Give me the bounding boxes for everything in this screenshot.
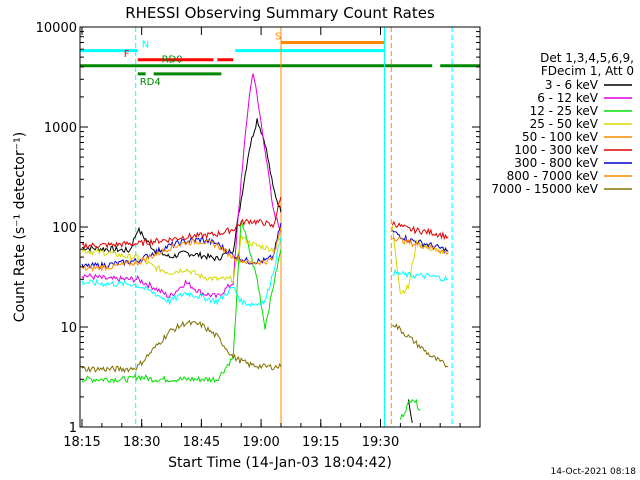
series-line (81, 220, 282, 384)
series-line (391, 225, 449, 295)
series-line (81, 236, 282, 308)
series-line (399, 398, 421, 420)
series-line (391, 220, 449, 241)
x-tick-label: 19:00 (242, 435, 279, 450)
flag-label: F (124, 49, 130, 60)
legend-label: 300 - 800 keV (514, 156, 598, 170)
x-tick-label: 19:30 (362, 435, 399, 450)
timestamp: 14-Oct-2021 08:18 (551, 467, 637, 477)
series-line (392, 323, 449, 368)
flag-label: RD4 (140, 77, 161, 88)
legend-header: Det 1,3,4,5,6,9, (540, 51, 634, 65)
legend-label: 50 - 100 keV (522, 130, 599, 144)
x-tick-label: 18:45 (183, 435, 220, 450)
series-line (392, 268, 449, 282)
legend-label: 3 - 6 keV (545, 78, 599, 92)
series-line (81, 234, 282, 284)
series-line (81, 319, 282, 374)
y-axis-ticks: 1 10 100 1000 10000 (36, 21, 480, 436)
x-tick-label: 18:30 (123, 435, 160, 450)
legend-label: 7000 - 15000 keV (491, 182, 598, 196)
y-tick-label: 1000 (44, 121, 77, 136)
series-line (407, 399, 413, 423)
y-tick-label: 10000 (36, 21, 77, 36)
flag-label: N (142, 40, 149, 51)
y-axis-label: Count Rate (s⁻¹ detector⁻¹) (12, 132, 28, 322)
legend-label: 25 - 50 keV (530, 117, 599, 131)
y-tick-label: 1 (69, 421, 77, 436)
legend-header: FDecim 1, Att 0 (541, 64, 634, 78)
series-line (81, 196, 282, 250)
legend-label: 100 - 300 keV (514, 143, 598, 157)
x-tick-label: 18:15 (63, 435, 100, 450)
x-axis-ticks: 18:15 18:30 18:45 19:00 19:15 19:30 (63, 27, 461, 450)
flag-label: S (275, 31, 281, 42)
data-series (81, 73, 449, 423)
y-tick-label: 100 (52, 221, 77, 236)
series-line (81, 118, 282, 262)
flag-label: RD0 (162, 55, 183, 66)
series-line (81, 73, 282, 299)
legend: Det 1,3,4,5,6,9,FDecim 1, Att 03 - 6 keV… (491, 51, 634, 196)
legend-label: 12 - 25 keV (530, 104, 599, 118)
series-line (81, 226, 282, 273)
series-line (392, 236, 449, 255)
x-tick-label: 19:15 (302, 435, 339, 450)
y-tick-label: 10 (60, 321, 77, 336)
x-axis-label: Start Time (14-Jan-03 18:04:42) (168, 455, 392, 471)
chart-title: RHESSI Observing Summary Count Rates (125, 4, 435, 22)
legend-label: 6 - 12 keV (537, 91, 599, 105)
legend-label: 800 - 7000 keV (507, 169, 599, 183)
series-line (81, 222, 282, 269)
